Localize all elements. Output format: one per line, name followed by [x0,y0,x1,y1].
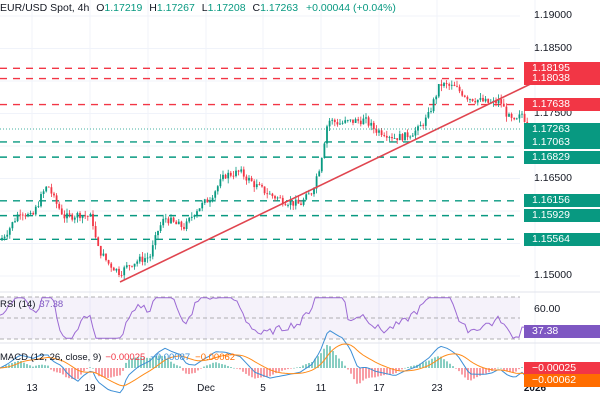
x-tick: 19 [84,383,96,394]
macd-pane [0,330,529,394]
open-value: 1.17219 [104,2,143,14]
level-tag-s2: 1.16829 [524,151,600,164]
rsi-legend: RSI (14) 37.38 [0,299,63,310]
rsi-value: 37.38 [39,299,64,310]
current-price-tag: 1.17263 [524,123,600,136]
macd-label: MACD (12, 26, close, 9) [0,352,102,363]
price-tick: 1.18500 [534,42,572,54]
price-tick: 1.15000 [534,269,572,281]
change-value: +0.00044 (+0.04%) [305,2,396,14]
candles [1,79,534,281]
grid [0,0,600,380]
macd-legend: MACD (12, 26, close, 9) −0.00025 −0.00087−… [0,352,235,363]
x-tick: Dec [197,383,215,394]
rsi-tick: 60.00 [534,303,561,315]
level-tag-s1: 1.17063 [524,136,600,149]
close-value: 1.17263 [260,2,299,14]
price-tick: 1.16500 [534,172,572,184]
level-tag-r1: 1.18195 [524,62,600,75]
price-tick: 1.19000 [534,9,572,21]
macd-signal-tag: −0.00062 [524,374,600,387]
x-tick: 13 [26,383,38,394]
x-tick: 25 [142,383,154,394]
macd-signal-value: −0.00062 [195,352,236,363]
level-tag-s5: 1.15564 [524,233,600,246]
x-tick: 23 [431,383,443,394]
level-tag-s4: 1.15929 [524,209,600,222]
rsi-pane [0,296,528,340]
macd-hist-tag: −0.00025 [524,362,600,375]
high-value: 1.17267 [156,2,195,14]
rsi-tag: 37.38 [524,325,600,338]
x-tick: 17 [373,383,385,394]
macd-hist-value: −0.00025 [105,352,146,363]
x-tick: 5 [260,383,266,394]
low-value: 1.17208 [207,2,246,14]
macd-line-value: −0.00087 [150,352,191,363]
rsi-label: RSI (14) [0,299,36,310]
symbol-label: EUR/USD Spot, 4h [0,2,90,14]
level-tag-r2: 1.18038 [524,72,600,85]
trendline[interactable] [119,76,546,283]
level-tag-r3: 1.17638 [524,98,600,111]
level-tag-s3: 1.16156 [524,194,600,207]
x-tick-year: 2026 [523,383,547,394]
chart-header: EUR/USD Spot, 4h O1.17219 H1.17267 L1.17… [0,2,396,14]
x-tick: 11 [315,383,327,394]
